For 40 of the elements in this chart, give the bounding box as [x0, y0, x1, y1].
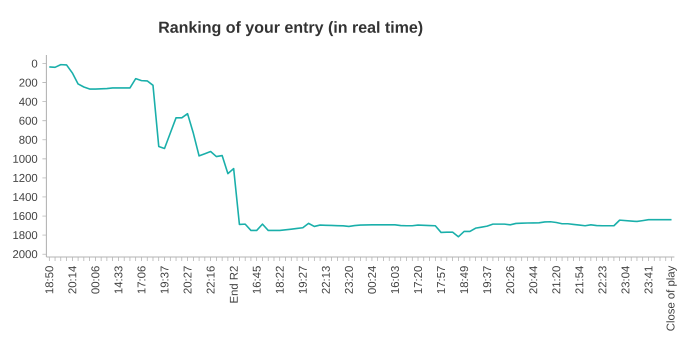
x-tick-label: 00:24 [368, 266, 376, 294]
y-tick-label: 1600 [13, 212, 38, 220]
x-tick-label: 17:57 [437, 266, 446, 294]
x-tick-label: 19:37 [483, 266, 492, 294]
x-tick-label: 17:06 [137, 266, 146, 294]
x-tick-label: 14:33 [114, 266, 122, 294]
x-tick-label: End R2 [229, 266, 238, 303]
chart-title: Ranking of your entry (in real time) [159, 21, 422, 36]
y-tick-label: 600 [19, 116, 38, 125]
x-tick-label: 18:50 [45, 266, 54, 294]
x-tick-label: 20:14 [68, 266, 76, 294]
x-tick-label: Close of play [666, 266, 677, 331]
y-tick-label: 1000 [13, 154, 38, 163]
x-tick-label: 22:23 [598, 266, 606, 294]
x-tick-label: 17:20 [414, 266, 422, 294]
y-tick-label: 200 [19, 78, 38, 87]
y-tick-label: 800 [19, 136, 38, 144]
x-tick-label: 16:03 [390, 266, 399, 294]
x-tick-label: 16:45 [252, 266, 261, 294]
x-tick-label: 22:16 [206, 266, 215, 294]
x-tick-label: 23:41 [644, 266, 652, 294]
x-tick-label: 22:13 [322, 266, 330, 294]
y-tick-label: 1800 [13, 231, 38, 240]
x-tick-label: 23:20 [344, 266, 353, 294]
x-tick-label: 19:37 [160, 266, 169, 294]
x-tick-label: 00:06 [91, 266, 100, 294]
x-tick-label: 21:54 [575, 266, 584, 294]
x-tick-label: 20:27 [184, 266, 192, 294]
y-tick-label: 2000 [13, 250, 38, 258]
x-tick-label: 20:44 [529, 266, 538, 294]
x-tick-label: 18:22 [276, 266, 284, 294]
x-tick-label: 21:20 [552, 266, 560, 294]
y-tick-label: 0 [32, 60, 38, 68]
y-tick-label: 400 [19, 98, 38, 106]
x-tick-label: 23:04 [621, 266, 630, 294]
x-tick-label: 18:49 [460, 266, 468, 294]
y-tick-label: 1400 [13, 192, 38, 201]
x-tick-label: 19:27 [298, 266, 307, 294]
y-tick-label: 1200 [13, 174, 38, 182]
x-tick-label: 20:26 [506, 266, 514, 294]
